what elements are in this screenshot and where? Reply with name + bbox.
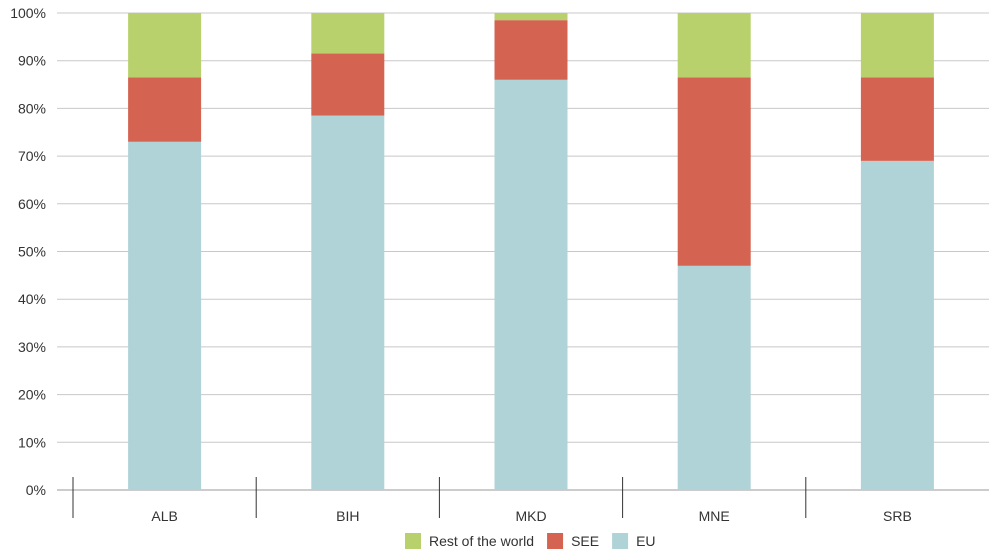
y-tick-label: 70% (18, 148, 46, 164)
bar-segment-see-mne (677, 77, 751, 266)
y-tick-label: 40% (18, 291, 46, 307)
bar-segment-see-bih (311, 53, 385, 116)
bar-segment-rest-of-the-world-bih (311, 13, 385, 54)
legend: Rest of the world SEE EU (405, 533, 656, 549)
bar-segment-rest-of-the-world-srb (860, 13, 934, 78)
bar-segment-eu-mne (677, 265, 751, 490)
y-tick-label: 90% (18, 53, 46, 69)
y-tick-label: 30% (18, 339, 46, 355)
x-tick-label: SRB (883, 508, 912, 524)
bar-segment-see-srb (860, 77, 934, 161)
y-tick-label: 50% (18, 244, 46, 260)
bar-segment-rest-of-the-world-mne (677, 13, 751, 78)
x-tick-label: ALB (151, 508, 177, 524)
bar-segment-eu-bih (311, 115, 385, 491)
bar-segment-see-alb (128, 77, 202, 142)
legend-label: EU (636, 533, 655, 549)
y-tick-label: 20% (18, 387, 46, 403)
legend-swatch-see (547, 533, 564, 549)
x-tick-label: MKD (515, 508, 546, 524)
bars (128, 13, 934, 491)
bar-segment-eu-srb (860, 160, 934, 490)
bar-segment-rest-of-the-world-mkd (494, 13, 568, 21)
x-axis: ALB BIH MKD MNE SRB (72, 477, 912, 524)
y-tick-label: 100% (10, 5, 46, 21)
y-axis-ticks: 0% 10% 20% 30% 40% 50% 60% 70% 80% 90% 100% (10, 5, 46, 498)
bar-segment-see-mkd (494, 20, 568, 80)
bar-segment-eu-mkd (494, 79, 568, 490)
legend-swatch-rest-of-the-world (405, 533, 421, 549)
legend-label: SEE (571, 533, 599, 549)
x-tick-label: BIH (336, 508, 359, 524)
legend-label: Rest of the world (429, 533, 534, 549)
y-tick-label: 10% (18, 434, 46, 450)
y-tick-label: 80% (18, 100, 46, 116)
y-tick-label: 0% (26, 482, 46, 498)
y-tick-label: 60% (18, 196, 46, 212)
legend-swatch-eu (612, 533, 629, 549)
x-tick-label: MNE (699, 508, 730, 524)
bar-segment-rest-of-the-world-alb (128, 13, 202, 78)
bar-segment-eu-alb (128, 141, 202, 491)
